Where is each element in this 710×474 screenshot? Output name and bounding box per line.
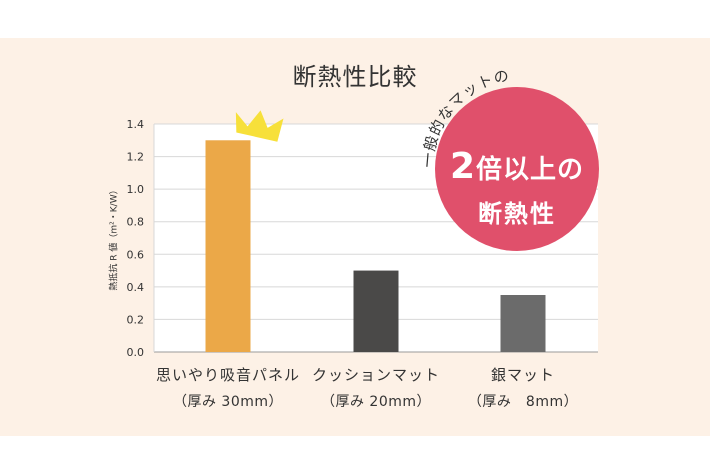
badge-circle — [435, 87, 599, 251]
category-label: 思いやり吸音パネル — [155, 366, 300, 384]
category-sublabel: （厚み 20mm） — [320, 394, 432, 410]
chart-title: 断熱性比較 — [292, 63, 418, 91]
badge-sub-text: 断熱性 — [478, 200, 556, 228]
category-sublabel: （厚み 8mm） — [467, 394, 579, 410]
category-sublabel: （厚み 30mm） — [172, 394, 284, 410]
crown-icon — [235, 110, 284, 142]
y-tick-label: 0.6 — [127, 248, 145, 261]
badge-arc-text: 一般的なマットの — [419, 66, 511, 168]
y-tick-label: 1.2 — [127, 151, 145, 164]
y-tick-label: 1.0 — [127, 183, 145, 196]
y-tick-label: 0.0 — [127, 346, 145, 359]
y-axis-label: 熱抵抗 R 値（m²・K/W） — [109, 185, 120, 291]
bar-2 — [353, 270, 399, 352]
y-tick-label: 0.4 — [127, 281, 145, 294]
category-label: 銀マット — [490, 366, 555, 384]
badge-number: 2 — [449, 146, 477, 187]
badge-main-suffix: 倍以上の — [476, 155, 585, 185]
badge-main-text: 2倍以上の — [435, 146, 599, 187]
y-tick-label: 0.2 — [127, 313, 145, 326]
bar-3 — [500, 295, 546, 352]
category-label: クッションマット — [311, 366, 440, 384]
bar-1 — [205, 140, 251, 352]
y-tick-label: 1.4 — [127, 118, 145, 131]
y-tick-label: 0.8 — [127, 216, 145, 229]
